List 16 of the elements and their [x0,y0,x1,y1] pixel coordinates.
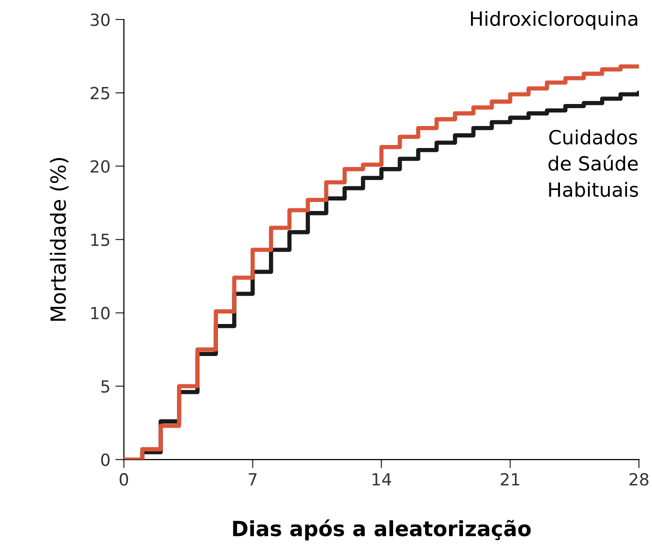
x-tick-label: 28 [630,473,648,486]
x-tick-label: 21 [500,473,520,486]
series-label: Cuidados de Saúde Habituais [548,130,638,197]
y-tick-label: 10 [91,306,110,320]
y-tick-label: 15 [91,234,110,246]
x-tick-label: 7 [248,473,257,486]
x-tick-label: 0 [120,473,128,486]
y-tick-label: 5 [101,380,110,393]
y-tick-label: 0 [101,453,110,466]
x-axis-title: Dias após a aleatorização [233,519,531,540]
series-label: Hidroxicloroquina [470,10,638,30]
y-axis-title: Mortalidade (%) [50,158,68,321]
y-tick-label: 20 [90,160,110,173]
y-tick-label: 30 [90,13,110,26]
x-tick-label: 14 [372,473,392,486]
y-tick-label: 25 [90,86,110,100]
